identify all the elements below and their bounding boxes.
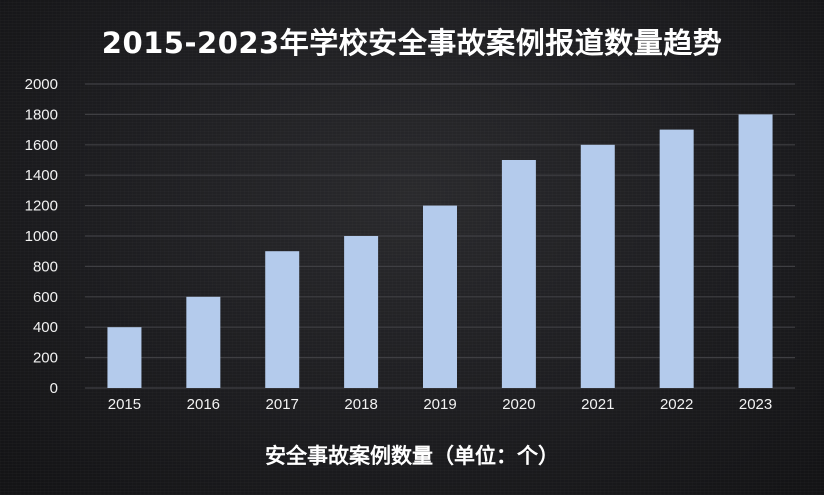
y-tick-label: 1000 xyxy=(25,228,58,245)
bar-2017 xyxy=(265,251,300,388)
bars xyxy=(107,114,773,389)
y-tick-label: 1800 xyxy=(25,106,58,123)
x-tick-label: 2021 xyxy=(581,396,614,413)
y-tick-label: 200 xyxy=(33,350,58,367)
x-tick-label: 2019 xyxy=(423,396,456,413)
bar-2018 xyxy=(344,236,379,388)
bar-2022 xyxy=(659,129,694,388)
y-tick-label: 1200 xyxy=(25,198,58,215)
x-axis-label: 安全事故案例数量（单位：个） xyxy=(265,444,559,468)
x-tick-label: 2022 xyxy=(660,396,693,413)
bar-2015 xyxy=(107,327,142,388)
y-tick-label: 400 xyxy=(33,319,58,336)
bar-2023 xyxy=(738,114,773,389)
bar-2020 xyxy=(501,160,536,388)
y-tick-label: 800 xyxy=(33,258,58,275)
x-tick-label: 2023 xyxy=(739,396,772,413)
x-tick-label: 2018 xyxy=(344,396,377,413)
y-tick-label: 600 xyxy=(33,289,58,306)
x-axis-ticks: 2015 2016 2017 2018 2019 2020 2021 2022 2023 xyxy=(108,396,772,413)
bar-2019 xyxy=(423,205,457,388)
bar-2021 xyxy=(580,144,615,388)
x-tick-label: 2017 xyxy=(266,396,299,413)
y-axis-ticks: 0 200 400 600 800 1000 1200 1400 1600 1800 2000 xyxy=(25,76,58,397)
y-tick-label: 1600 xyxy=(25,137,58,154)
y-tick-label: 1400 xyxy=(25,167,58,184)
x-tick-label: 2015 xyxy=(108,396,141,413)
y-tick-label: 2000 xyxy=(25,76,58,93)
bar-2016 xyxy=(186,296,221,388)
x-tick-label: 2016 xyxy=(187,396,220,413)
chart-title: 2015-2023年学校安全事故案例报道数量趋势 xyxy=(101,26,723,60)
x-tick-label: 2020 xyxy=(502,396,535,413)
y-tick-label: 0 xyxy=(50,380,58,397)
